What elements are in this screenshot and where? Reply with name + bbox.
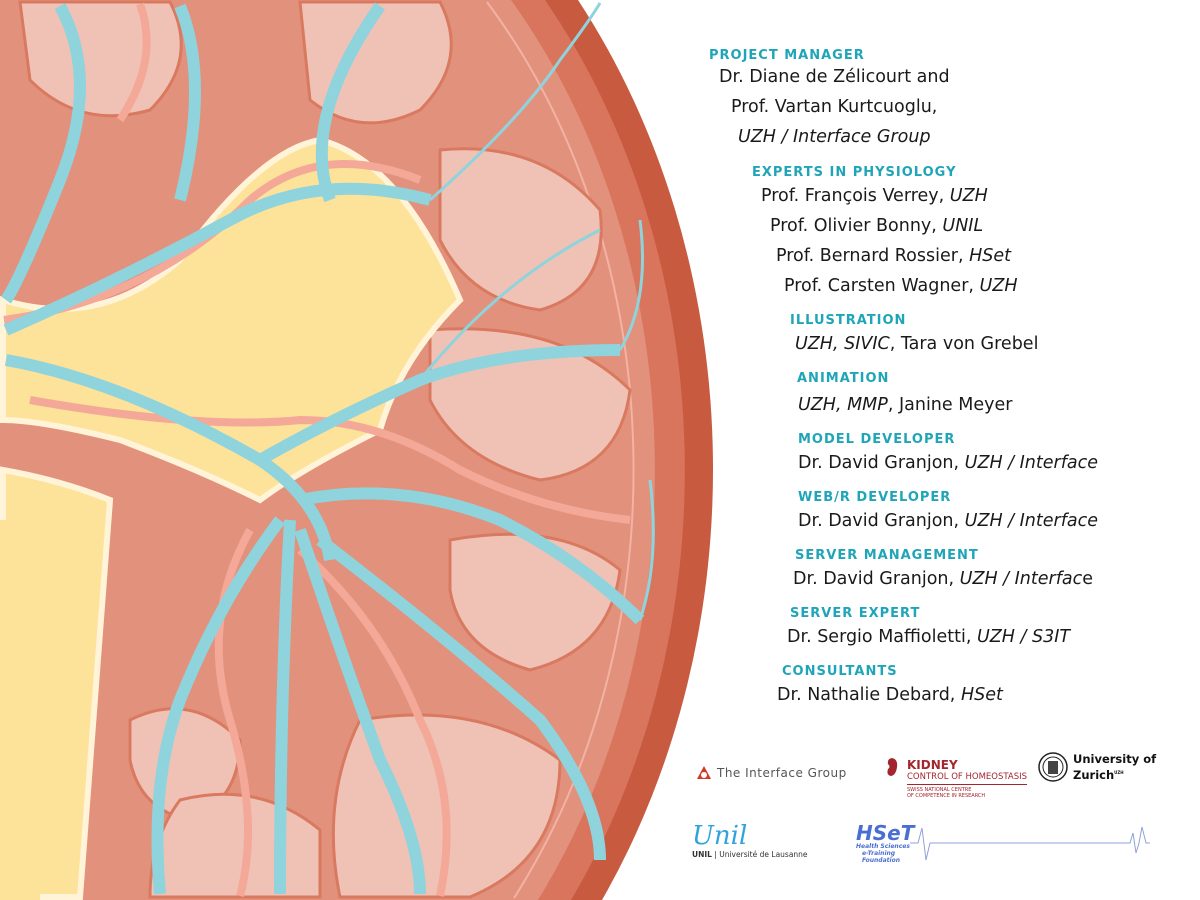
credit-segment: Prof. François Verrey, xyxy=(761,186,950,206)
hset-sub-1: Health Sciences xyxy=(856,843,910,850)
credit-line: Prof. Carsten Wagner, UZH xyxy=(784,276,1017,296)
credit-segment: UZH / Interface xyxy=(964,511,1098,531)
credit-line: Dr. David Granjon, UZH / Interface xyxy=(798,453,1098,473)
credit-segment: e xyxy=(1082,569,1093,589)
uzh-logo[interactable]: University of ZurichUZH xyxy=(1038,752,1156,782)
credit-segment: UZH / Interface Group xyxy=(738,127,931,147)
credit-segment: UZH / S3IT xyxy=(976,627,1071,647)
credit-segment: HSet xyxy=(969,246,1011,266)
credit-segment: UNIL xyxy=(942,216,984,236)
credit-line: UZH, SIVIC, Tara von Grebel xyxy=(795,334,1038,354)
credit-segment: , Tara von Grebel xyxy=(889,334,1039,354)
credit-heading: ANIMATION xyxy=(797,371,890,386)
credit-heading: SERVER EXPERT xyxy=(790,606,921,621)
credit-line: UZH / Interface Group xyxy=(738,127,931,147)
credit-line: Dr. David Granjon, UZH / Interface xyxy=(793,569,1093,589)
credit-segment: Dr. David Granjon, xyxy=(798,453,965,473)
credit-line: Dr. David Granjon, UZH / Interface xyxy=(798,511,1098,531)
uzh-seal-icon xyxy=(1038,752,1068,782)
credit-segment: , Janine Meyer xyxy=(887,395,1013,415)
credit-line: Prof. Olivier Bonny, UNIL xyxy=(770,216,983,236)
credit-line: UZH, MMP, Janine Meyer xyxy=(798,395,1012,415)
credit-line: Dr. Sergio Maffioletti, UZH / S3IT xyxy=(787,627,1070,647)
credit-segment: UZH / Interface xyxy=(964,453,1098,473)
credit-line: Prof. Vartan Kurtcuoglu, xyxy=(731,97,937,117)
kidney-subtitle: CONTROL OF HOMEOSTASIS xyxy=(907,772,1028,785)
credit-segment: Prof. Carsten Wagner, xyxy=(784,276,980,296)
kidney-illustration xyxy=(0,0,714,900)
uzh-name-line1: University of xyxy=(1073,751,1157,766)
credit-heading: CONSULTANTS xyxy=(782,664,898,679)
credit-line: Dr. Diane de Zélicourt and xyxy=(719,67,950,87)
hset-sub-3: Foundation xyxy=(862,857,900,864)
credit-heading: EXPERTS IN PHYSIOLOGY xyxy=(752,165,957,180)
kidney-small-2: OF COMPETENCE IN RESEARCH xyxy=(907,793,986,799)
unil-text: | Université de Lausanne xyxy=(711,850,808,859)
credit-segment: UZH, SIVIC xyxy=(795,334,890,354)
credit-heading: SERVER MANAGEMENT xyxy=(795,548,979,563)
credit-segment: UZH / Interfac xyxy=(959,569,1083,589)
credit-line: Prof. François Verrey, UZH xyxy=(761,186,988,206)
credit-segment: Prof. Bernard Rossier, xyxy=(776,246,970,266)
kidney-icon xyxy=(887,758,898,776)
credit-heading: ILLUSTRATION xyxy=(790,313,907,328)
credit-segment: Dr. Nathalie Debard, xyxy=(777,685,961,705)
credit-heading: MODEL DEVELOPER xyxy=(798,432,956,447)
kidney-small-1: SWISS NATIONAL CENTRE xyxy=(907,787,972,793)
credit-line: Prof. Bernard Rossier, HSet xyxy=(776,246,1011,266)
credit-segment: UZH, MMP xyxy=(798,395,888,415)
uzh-sup: UZH xyxy=(1114,769,1124,775)
hset-title: HSeT xyxy=(856,821,915,845)
hset-logo[interactable]: HSeT Health Sciences e-Training Foundati… xyxy=(856,823,914,864)
interface-triangle-icon xyxy=(697,766,711,779)
heartbeat-line xyxy=(910,826,1150,861)
unil-logo[interactable]: Unil UNIL | Université de Lausanne xyxy=(692,822,808,859)
credit-segment: Dr. David Granjon, xyxy=(793,569,960,589)
credit-segment: Dr. Sergio Maffioletti, xyxy=(787,627,977,647)
credit-segment: HSet xyxy=(960,685,1003,705)
credit-line: Dr. Nathalie Debard, HSet xyxy=(777,685,1003,705)
credit-segment: UZH xyxy=(949,186,988,206)
credit-heading: WEB/R DEVELOPER xyxy=(798,490,952,505)
credit-segment: Dr. Diane de Zélicourt and xyxy=(719,67,950,87)
uzh-name-line2: Zurich xyxy=(1073,767,1115,782)
interface-group-logo[interactable]: The Interface Group xyxy=(696,765,847,781)
credit-segment: Prof. Olivier Bonny, xyxy=(770,216,943,236)
hset-sub-2: e-Training xyxy=(862,850,896,857)
kidney-title: KIDNEY xyxy=(907,758,958,772)
unil-script: Unil xyxy=(692,821,748,851)
interface-group-name: The Interface Group xyxy=(717,766,847,780)
credit-heading: PROJECT MANAGER xyxy=(709,48,865,63)
credit-segment: Prof. Vartan Kurtcuoglu, xyxy=(731,97,938,117)
credit-segment: Dr. David Granjon, xyxy=(798,511,965,531)
unil-bold: UNIL xyxy=(692,850,712,859)
credit-segment: UZH xyxy=(979,276,1018,296)
